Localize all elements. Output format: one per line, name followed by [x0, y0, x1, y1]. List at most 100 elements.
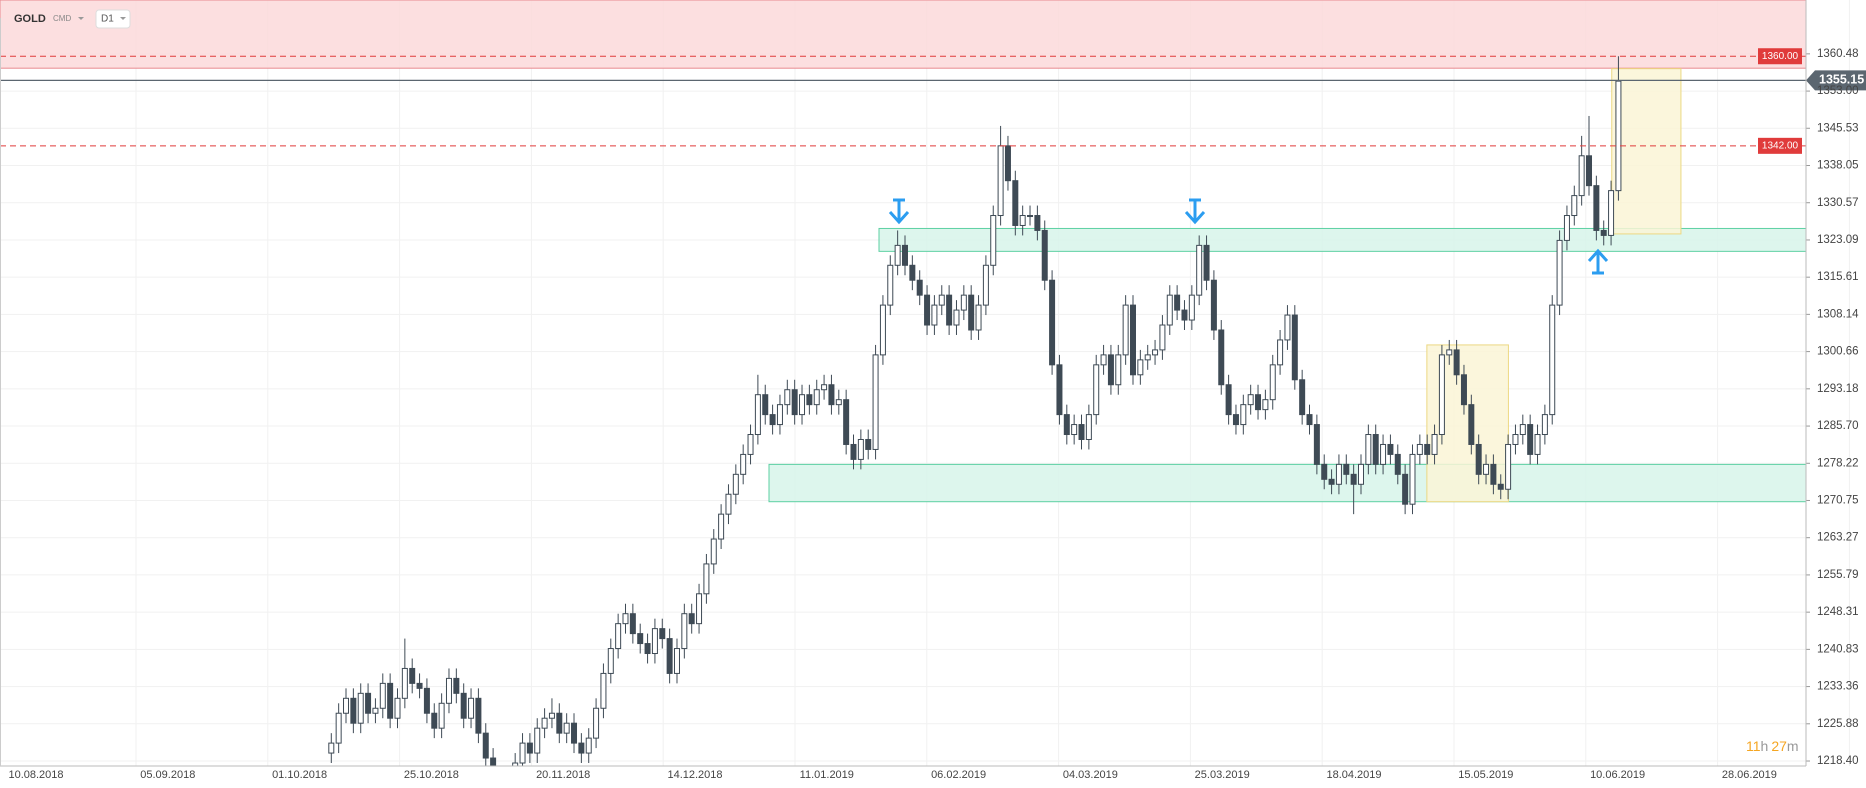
timeframe: D1	[101, 14, 114, 25]
candle-body	[850, 443, 857, 460]
candle-body	[872, 354, 879, 450]
candle-body	[1541, 414, 1548, 436]
candle-body	[1056, 364, 1063, 416]
x-tick-label: 14.12.2018	[667, 769, 722, 781]
candle-body	[1115, 354, 1122, 386]
candle-body	[747, 434, 754, 455]
down-arrow	[888, 198, 910, 225]
zone	[878, 227, 1806, 252]
x-tick-label: 05.09.2018	[140, 769, 195, 781]
candle-body	[901, 244, 908, 266]
price-tag	[1806, 70, 1866, 91]
timer-hours: 11	[1746, 738, 1761, 754]
candle-body	[372, 707, 379, 714]
candle-body	[835, 399, 842, 406]
dropdown-icon[interactable]	[78, 17, 84, 20]
x-tick-label: 01.10.2018	[272, 769, 327, 781]
candle-body	[1387, 443, 1394, 455]
candle-body	[328, 742, 335, 754]
candle-body	[1291, 314, 1298, 381]
candle-body	[1019, 215, 1026, 226]
candle-body	[1446, 349, 1453, 356]
y-tick-label: 1323.09	[1817, 234, 1859, 246]
candle-body	[1431, 434, 1438, 455]
candle-body	[1122, 304, 1129, 356]
candle-body	[1527, 424, 1534, 455]
candle-body	[1549, 304, 1556, 416]
candle-body	[1335, 463, 1342, 485]
header: GOLD CMD D1	[14, 9, 131, 29]
candle-body	[982, 264, 989, 306]
candle-body	[498, 783, 503, 788]
candle-body	[357, 692, 364, 724]
candle-body	[563, 722, 570, 734]
candle-body	[519, 742, 526, 764]
candle-body	[1350, 473, 1357, 485]
candle-body	[997, 145, 1004, 217]
candle-body	[740, 453, 747, 475]
candle-body	[1152, 349, 1159, 356]
candle-body	[1343, 463, 1350, 475]
candle-body	[548, 712, 555, 719]
candle-body	[1085, 414, 1092, 440]
candle-body	[1004, 145, 1011, 182]
candle-body	[1321, 463, 1328, 480]
candle-body	[1269, 364, 1276, 401]
candle-body	[1100, 354, 1107, 366]
candle-body	[350, 697, 357, 724]
candle-body	[1299, 379, 1306, 416]
candle-body	[445, 677, 452, 704]
candle-body	[644, 643, 651, 655]
candle-body	[1505, 443, 1512, 490]
x-tick-label: 04.03.2019	[1063, 769, 1118, 781]
level-tag	[1758, 137, 1802, 154]
candle-body	[975, 304, 982, 331]
zone	[0, 0, 1806, 69]
candle-body	[828, 384, 835, 406]
y-tick-label: 1248.31	[1817, 606, 1859, 618]
y-tick-label: 1255.79	[1817, 569, 1859, 581]
candle-body	[1071, 424, 1078, 436]
candle-body	[776, 404, 783, 426]
candle-body	[1225, 384, 1232, 416]
timeframe-box[interactable]	[95, 9, 131, 29]
y-tick-label: 1360.48	[1817, 48, 1859, 60]
candle-body	[1188, 294, 1195, 321]
candle-body	[460, 692, 467, 719]
candle-body	[1468, 404, 1475, 445]
candle-body	[673, 648, 680, 674]
x-tick-label: 20.11.2018	[536, 769, 590, 781]
candle-body	[1534, 434, 1541, 455]
y-tick-label: 1225.88	[1817, 718, 1859, 730]
candle-body	[784, 389, 791, 406]
candle-body	[1306, 414, 1313, 426]
candle-body	[953, 309, 960, 326]
candle-body	[571, 722, 578, 744]
candle-body	[1144, 354, 1151, 361]
candle-body	[1578, 155, 1585, 197]
candle-body	[512, 762, 519, 766]
candle-body	[1460, 374, 1467, 406]
x-tick-label: 25.03.2019	[1195, 769, 1250, 781]
candle-body	[894, 244, 901, 266]
candle-body	[909, 264, 916, 281]
candle-body	[821, 384, 828, 391]
candle-body	[968, 294, 975, 331]
y-tick-label: 1338.05	[1817, 160, 1859, 172]
x-tick-label: 10.08.2018	[8, 769, 63, 781]
candle-body	[1358, 463, 1364, 485]
candle-body	[423, 687, 430, 714]
candle-body	[1563, 215, 1570, 241]
x-tick-label: 11.01.2019	[800, 769, 854, 781]
y-tick-label: 1233.36	[1817, 681, 1859, 693]
dropdown-icon[interactable]	[120, 17, 126, 20]
candle-body	[438, 702, 445, 729]
candle-body	[1483, 463, 1490, 475]
market: CMD	[53, 14, 71, 23]
timer-unit: h	[1761, 738, 1769, 754]
timer-minutes: 27	[1771, 738, 1787, 754]
x-tick-label: 10.06.2019	[1590, 769, 1645, 781]
candle-body	[335, 712, 342, 744]
candle-body	[1063, 414, 1070, 436]
